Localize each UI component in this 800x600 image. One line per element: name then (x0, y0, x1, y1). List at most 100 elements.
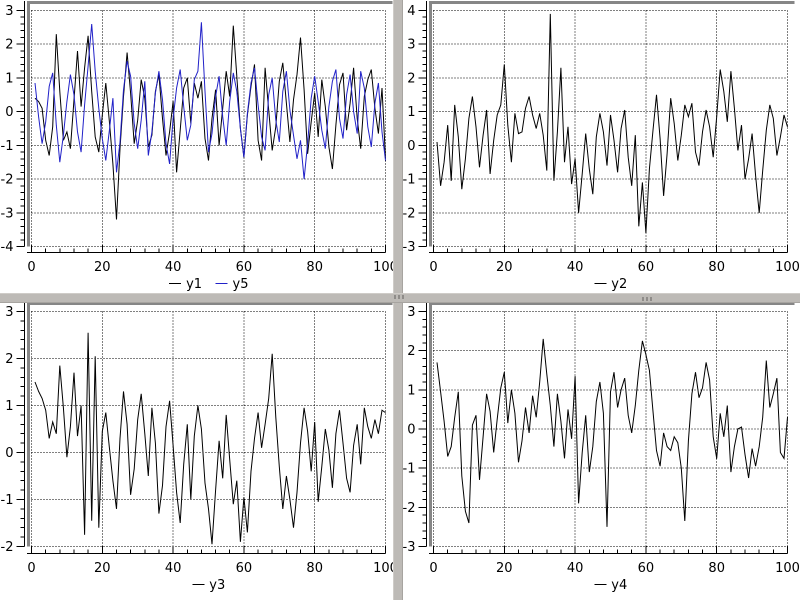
svg-text:y3: y3 (209, 578, 225, 593)
svg-text:1: 1 (5, 71, 13, 86)
svg-text:y5: y5 (233, 277, 249, 292)
svg-text:1: 1 (5, 399, 13, 414)
svg-text:20: 20 (94, 561, 111, 576)
svg-text:80: 80 (306, 260, 323, 275)
svg-text:60: 60 (236, 260, 253, 275)
svg-text:100: 100 (373, 260, 393, 275)
chart-svg-y4: -3 -2 -1 0 1 2 3 0 20 40 60 80 100 y4 (403, 302, 800, 593)
chart-panel-y2[interactable]: -3 -2 -1 0 1 2 3 4 0 20 40 60 80 100 y2 (401, 0, 800, 293)
svg-text:40: 40 (567, 561, 584, 576)
svg-text:0: 0 (5, 446, 13, 461)
x-axis (27, 546, 386, 554)
plot-box-border (27, 1, 393, 247)
svg-text:80: 80 (708, 260, 725, 275)
svg-text:80: 80 (306, 561, 323, 576)
splitter-handle[interactable] (642, 297, 654, 301)
chart-svg-y1-y5: -4 -3 -2 -1 0 1 2 3 0 20 40 60 80 100 y1 y5 (1, 1, 393, 292)
svg-text:-1: -1 (403, 173, 416, 188)
svg-text:0: 0 (429, 260, 437, 275)
x-tick-labels: 0 20 40 60 80 100 (27, 260, 393, 275)
svg-text:40: 40 (567, 260, 584, 275)
svg-text:0: 0 (407, 139, 415, 154)
svg-text:0: 0 (27, 260, 35, 275)
y-axis (418, 1, 427, 247)
y-tick-labels: -4 -3 -2 -1 0 1 2 3 (1, 4, 14, 255)
svg-text:100: 100 (775, 561, 800, 576)
svg-text:80: 80 (708, 561, 725, 576)
svg-text:2: 2 (407, 344, 415, 359)
splitter-handle[interactable] (394, 295, 406, 299)
svg-text:y1: y1 (186, 277, 202, 292)
svg-text:-3: -3 (403, 540, 416, 555)
svg-text:-2: -2 (403, 501, 416, 516)
svg-text:-2: -2 (1, 540, 14, 555)
y-axis (16, 302, 25, 547)
svg-text:1: 1 (407, 105, 415, 120)
y-tick-labels: -3 -2 -1 0 1 2 3 (403, 305, 416, 555)
series-y2 (436, 13, 788, 234)
svg-text:3: 3 (5, 4, 13, 19)
x-axis (429, 546, 788, 554)
y-axis (16, 1, 25, 247)
legend: y1 y5 (169, 277, 248, 292)
svg-text:40: 40 (165, 260, 182, 275)
series-y3 (34, 332, 386, 545)
chart-panel-y4[interactable]: -3 -2 -1 0 1 2 3 0 20 40 60 80 100 y4 (401, 301, 800, 600)
svg-text:3: 3 (407, 38, 415, 53)
x-axis (429, 245, 788, 253)
svg-text:2: 2 (5, 38, 13, 53)
series-y5 (34, 22, 386, 180)
svg-text:y2: y2 (611, 277, 627, 292)
grid (31, 10, 386, 247)
chart-panel-y1-y5[interactable]: -4 -3 -2 -1 0 1 2 3 0 20 40 60 80 100 y1 y5 (0, 0, 393, 293)
legend: y3 (192, 578, 225, 593)
x-tick-labels: 0 20 40 60 80 100 (27, 561, 393, 576)
svg-text:100: 100 (373, 561, 393, 576)
svg-text:y4: y4 (611, 578, 627, 593)
svg-text:3: 3 (5, 305, 13, 320)
series-y4 (436, 338, 788, 527)
x-tick-labels: 0 20 40 60 80 100 (429, 561, 800, 576)
x-tick-labels: 0 20 40 60 80 100 (429, 260, 800, 275)
svg-text:2: 2 (5, 352, 13, 367)
svg-text:4: 4 (407, 4, 415, 19)
svg-text:20: 20 (94, 260, 111, 275)
legend: y2 (594, 277, 627, 292)
svg-text:-3: -3 (403, 240, 416, 255)
svg-text:60: 60 (638, 260, 655, 275)
grid (433, 10, 788, 247)
x-axis (27, 245, 386, 253)
svg-text:-2: -2 (1, 173, 14, 188)
y-axis (418, 302, 427, 547)
plot-box-border (429, 1, 795, 247)
svg-text:2: 2 (407, 71, 415, 86)
plot-box-border (27, 302, 393, 547)
svg-text:0: 0 (5, 105, 13, 120)
svg-text:3: 3 (407, 305, 415, 320)
svg-text:40: 40 (165, 561, 182, 576)
svg-text:-1: -1 (1, 139, 14, 154)
svg-text:20: 20 (496, 260, 513, 275)
svg-text:-3: -3 (1, 206, 14, 221)
svg-text:0: 0 (429, 561, 437, 576)
svg-text:-2: -2 (403, 206, 416, 221)
chart-panel-y3[interactable]: -2 -1 0 1 2 3 0 20 40 60 80 100 y3 (0, 301, 393, 600)
svg-text:-1: -1 (403, 462, 416, 477)
series-y1 (34, 25, 386, 220)
svg-text:20: 20 (496, 561, 513, 576)
grid (433, 311, 788, 547)
y-tick-labels: -3 -2 -1 0 1 2 3 4 (403, 4, 416, 255)
svg-text:-4: -4 (1, 240, 14, 255)
svg-text:60: 60 (236, 561, 253, 576)
svg-text:60: 60 (638, 561, 655, 576)
plot-box-border (429, 302, 795, 547)
svg-text:1: 1 (407, 383, 415, 398)
chart-svg-y3: -2 -1 0 1 2 3 0 20 40 60 80 100 y3 (1, 302, 393, 593)
legend: y4 (594, 578, 627, 593)
y-tick-labels: -2 -1 0 1 2 3 (1, 305, 14, 555)
svg-text:100: 100 (775, 260, 800, 275)
svg-text:0: 0 (27, 561, 35, 576)
svg-text:-1: -1 (1, 493, 14, 508)
